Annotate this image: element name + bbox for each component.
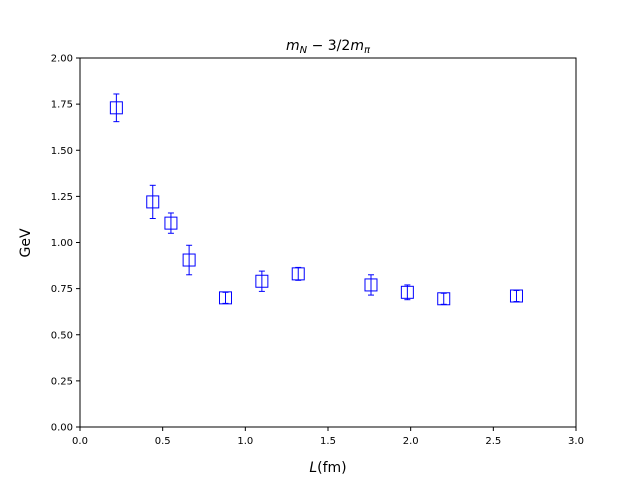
y-axis-label: GeV [18,228,34,257]
y-tick-label: 1.25 [51,192,73,203]
data-point [182,244,196,276]
data-points [109,93,523,306]
y-tick-label: 0.75 [51,284,73,295]
data-point [509,289,523,303]
square-marker [364,278,378,292]
square-marker [291,267,305,281]
data-point [164,212,178,234]
x-tick-label: 3.0 [568,436,584,447]
data-point [146,184,160,220]
x-tick-label: 0.0 [72,436,88,447]
x-tick-label: 0.5 [155,436,171,447]
x-tick-label: 2.5 [485,436,501,447]
square-marker [164,216,178,230]
y-tick-label: 0.00 [51,423,73,434]
x-tick-label: 1.0 [237,436,253,447]
data-point [218,291,232,305]
square-marker [400,285,414,299]
y-tick-label: 2.00 [51,54,73,65]
square-marker [146,195,160,209]
y-tick-label: 0.50 [51,330,73,341]
x-tick-label: 2.0 [403,436,419,447]
data-point [109,93,123,123]
data-point [291,266,305,281]
chart-title: mN − 3/2mπ [286,38,371,56]
data-point [255,270,269,292]
square-marker [182,253,196,267]
square-marker [109,101,123,115]
square-marker [218,291,232,305]
data-point [364,274,378,296]
x-axis-ticks: 0.0 0.5 1.0 1.5 2.0 2.5 3.0 [72,427,584,447]
data-point [437,292,451,306]
square-marker [509,289,523,303]
plot-frame [79,57,577,428]
y-tick-label: 1.00 [51,238,73,249]
y-tick-label: 0.25 [51,376,73,387]
y-axis-ticks: 0.00 0.25 0.50 0.75 1.00 1.25 1.50 1.75 2.00 [51,54,80,434]
y-tick-label: 1.75 [51,100,73,111]
square-marker [255,274,269,288]
x-tick-label: 1.5 [320,436,336,447]
data-point [400,284,414,301]
x-axis-label: L(fm) [309,460,346,476]
square-marker [437,292,451,306]
y-tick-label: 1.50 [51,146,73,157]
